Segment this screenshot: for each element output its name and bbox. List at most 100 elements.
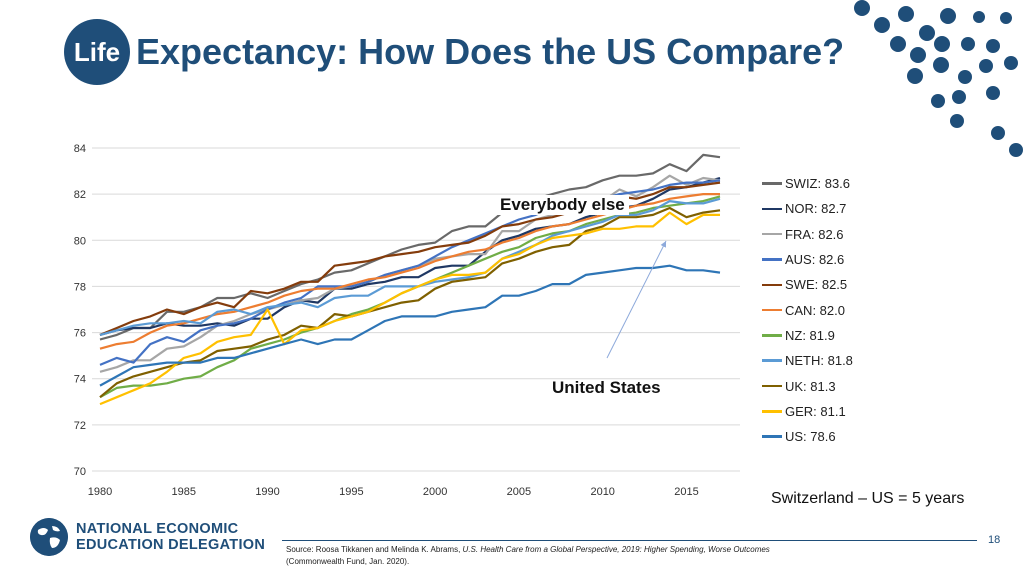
life-badge: Life: [64, 19, 130, 85]
x-tick-label: 1995: [339, 486, 363, 498]
legend-label: US: 78.6: [785, 429, 836, 445]
legend-item-uk: UK: 81.3: [762, 373, 853, 398]
source-prefix: Source: Roosa Tikkanen and Melinda K. Ab…: [286, 545, 463, 554]
decor-dot: [991, 126, 1005, 140]
series-line-swiz: [99, 153, 721, 341]
decor-dot: [961, 37, 975, 51]
us-annotation-arrow: [606, 240, 667, 359]
x-tick-label: 2015: [674, 486, 698, 498]
legend-label: CAN: 82.0: [785, 302, 845, 318]
legend-item-ger: GER: 81.1: [762, 399, 853, 424]
chart-series: [99, 153, 721, 406]
legend-label: NOR: 82.7: [785, 201, 847, 217]
legend-item-fra: FRA: 82.6: [762, 222, 853, 247]
legend-item-neth: NETH: 81.8: [762, 348, 853, 373]
y-tick-label: 74: [74, 374, 86, 386]
legend-item-swiz: SWIZ: 83.6: [762, 171, 853, 196]
united-states-label: United States: [552, 378, 661, 397]
legend-swatch: [762, 258, 782, 261]
decor-dot: [854, 0, 870, 16]
y-tick-label: 82: [74, 189, 86, 201]
globe-icon: [30, 518, 68, 556]
y-tick-label: 80: [74, 235, 86, 247]
legend-item-can: CAN: 82.0: [762, 297, 853, 322]
x-axis-ticks: 1980 1985 1990 1995 2000 2005 2010 2015: [88, 486, 699, 498]
decor-dot: [890, 36, 906, 52]
decor-dot: [1009, 143, 1023, 157]
source-citation: Source: Roosa Tikkanen and Melinda K. Ab…: [286, 544, 886, 568]
legend-item-nz: NZ: 81.9: [762, 323, 853, 348]
x-tick-label: 1985: [172, 486, 196, 498]
legend-swatch: [762, 384, 782, 388]
legend-swatch: [762, 410, 782, 413]
page-number: 18: [988, 534, 1001, 546]
source-title: U.S. Health Care from a Global Perspecti…: [462, 545, 770, 554]
series-line-nz: [99, 195, 721, 399]
everybody-else-label: Everybody else: [496, 195, 629, 215]
logo-line1: NATIONAL ECONOMIC: [76, 521, 239, 537]
y-tick-label: 76: [74, 328, 86, 340]
legend-item-nor: NOR: 82.7: [762, 196, 853, 221]
x-tick-label: 1990: [255, 486, 279, 498]
decor-dot: [933, 57, 949, 73]
legend-swatch: [762, 359, 782, 362]
y-tick-label: 84: [74, 143, 86, 155]
legend-item-aus: AUS: 82.6: [762, 247, 853, 272]
decor-dot: [898, 6, 914, 22]
nedd-logo: NATIONAL ECONOMIC EDUCATION DELEGATION: [30, 518, 265, 556]
decor-dot: [907, 68, 923, 84]
logo-line2: EDUCATION DELEGATION: [76, 537, 266, 553]
decor-dot: [931, 94, 945, 108]
decor-dot: [986, 39, 1000, 53]
series-line-aus: [99, 179, 721, 366]
series-line-ger: [99, 211, 720, 406]
series-line-us: [99, 264, 721, 387]
x-tick-label: 2000: [423, 486, 447, 498]
y-tick-label: 70: [74, 466, 86, 478]
decor-dot: [940, 8, 956, 24]
x-tick-label: 1980: [88, 486, 112, 498]
decor-dot: [986, 86, 1000, 100]
chart-legend: SWIZ: 83.6 NOR: 82.7 FRA: 82.6 AUS: 82.6 SWE…: [762, 171, 853, 449]
series-line-neth: [99, 197, 721, 336]
footer-divider: [282, 540, 977, 541]
legend-item-us: US: 78.6: [762, 424, 853, 449]
legend-label: NZ: 81.9: [785, 327, 835, 343]
source-suffix: (Commonwealth Fund, Jan. 2020).: [286, 557, 410, 566]
legend-swatch: [762, 435, 782, 438]
x-tick-label: 2010: [590, 486, 614, 498]
chart-grid: [92, 147, 740, 472]
decor-dot: [973, 11, 985, 23]
y-axis-ticks: 70 72 74 76 78 80 82 84: [74, 143, 86, 478]
legend-swatch: [762, 207, 782, 211]
legend-swatch: [762, 283, 782, 287]
title-bar: Life Expectancy: How Does the US Compare…: [64, 19, 845, 85]
decor-dot: [919, 25, 935, 41]
decor-dot: [1000, 12, 1012, 24]
decor-dot: [934, 36, 950, 52]
difference-note: Switzerland – US = 5 years: [771, 490, 965, 507]
x-tick-label: 2005: [507, 486, 531, 498]
legend-item-swe: SWE: 82.5: [762, 272, 853, 297]
decor-dot: [950, 114, 964, 128]
legend-swatch: [762, 232, 782, 236]
y-tick-label: 78: [74, 281, 86, 293]
legend-swatch: [762, 334, 782, 337]
decor-dot: [1004, 56, 1018, 70]
decor-dot: [910, 47, 926, 63]
legend-label: UK: 81.3: [785, 378, 836, 394]
legend-swatch: [762, 308, 782, 312]
legend-swatch: [762, 182, 782, 185]
y-tick-label: 72: [74, 420, 86, 432]
legend-label: FRA: 82.6: [785, 226, 844, 242]
decor-dot: [979, 59, 993, 73]
legend-label: GER: 81.1: [785, 403, 846, 419]
page-title: Expectancy: How Does the US Compare?: [136, 31, 845, 72]
legend-label: NETH: 81.8: [785, 353, 853, 369]
life-badge-text: Life: [73, 36, 121, 67]
logo-text: NATIONAL ECONOMIC EDUCATION DELEGATION: [76, 521, 265, 553]
legend-label: AUS: 82.6: [785, 252, 845, 268]
legend-label: SWE: 82.5: [785, 277, 848, 293]
legend-label: SWIZ: 83.6: [785, 176, 851, 192]
